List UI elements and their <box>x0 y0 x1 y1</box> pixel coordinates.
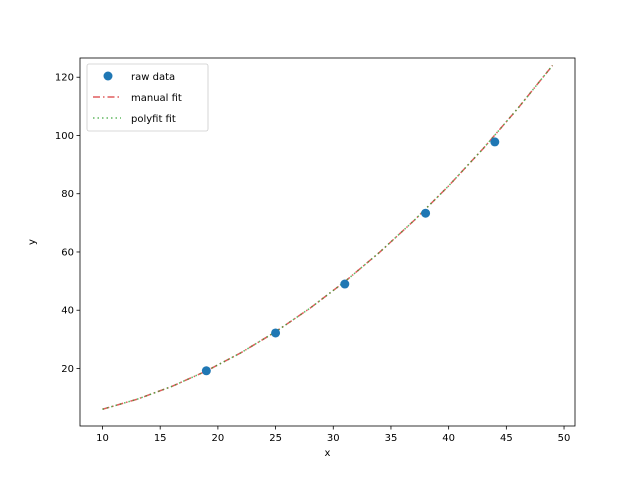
x-tick-label: 15 <box>154 433 167 444</box>
x-tick-label: 35 <box>385 433 398 444</box>
y-tick-label: 100 <box>55 131 74 142</box>
x-axis-label: x <box>325 448 331 459</box>
x-tick-label: 20 <box>212 433 225 444</box>
legend-label-raw-data: raw data <box>131 72 175 83</box>
data-point <box>201 366 211 376</box>
x-tick-label: 30 <box>327 433 340 444</box>
legend-box <box>86 63 209 132</box>
data-point <box>490 137 500 147</box>
x-tick-label: 40 <box>442 433 455 444</box>
x-axis: 10 15 20 25 30 35 40 45 50 <box>96 426 570 444</box>
data-point <box>421 208 431 218</box>
plot-area <box>102 64 554 410</box>
axes-frame <box>79 57 576 427</box>
x-tick-label: 25 <box>269 433 282 444</box>
series-line-polyfit-fit <box>102 64 554 410</box>
y-tick-label: 40 <box>61 306 74 317</box>
legend: raw data manual fit polyfit fit <box>86 63 209 132</box>
y-tick-label: 80 <box>61 189 74 200</box>
legend-marker-raw-data <box>103 71 113 81</box>
y-tick-label: 60 <box>61 247 74 258</box>
y-tick-label: 120 <box>55 73 74 84</box>
y-axis: 20 40 60 80 100 120 <box>55 73 80 375</box>
legend-label-polyfit-fit: polyfit fit <box>131 114 176 125</box>
data-point <box>340 279 350 289</box>
x-tick-label: 45 <box>500 433 513 444</box>
y-axis-label: y <box>27 239 38 245</box>
legend-label-manual-fit: manual fit <box>131 93 182 104</box>
x-tick-label: 10 <box>96 433 109 444</box>
y-tick-label: 20 <box>61 364 74 375</box>
x-tick-label: 50 <box>558 433 571 444</box>
data-point <box>271 328 281 338</box>
